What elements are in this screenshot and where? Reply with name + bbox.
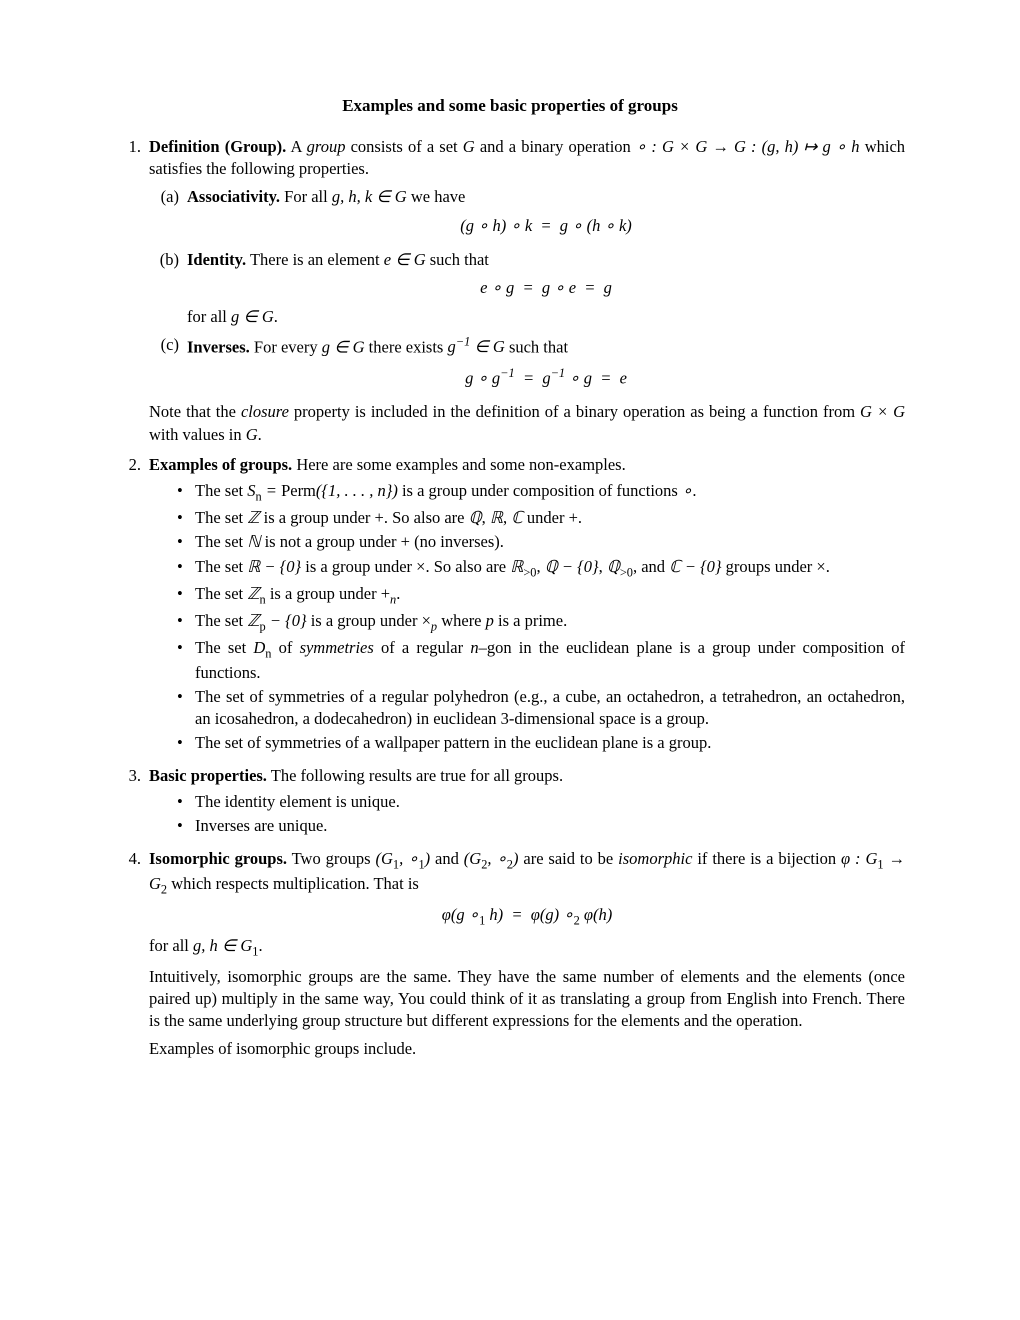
item-body: Definition (Group). A group consists of … (149, 136, 905, 446)
numbered-item: 1.Definition (Group). A group consists o… (115, 136, 905, 446)
item-lead: Definition (Group). A group consists of … (149, 136, 905, 181)
bullet-item: •The set ℤn is a group under +n. (149, 583, 905, 608)
paragraph: Examples of isomorphic groups include. (149, 1038, 905, 1060)
item-lead: Examples of groups. Here are some exampl… (149, 454, 905, 476)
numbered-item: 4.Isomorphic groups. Two groups (G1, ∘1)… (115, 848, 905, 1061)
sub-item-body: Associativity. For all g, h, k ∈ G we ha… (187, 186, 905, 243)
bullet-item: •The set ℕ is not a group under + (no in… (149, 531, 905, 553)
bullet-list: •The identity element is unique.•Inverse… (149, 791, 905, 838)
bullet-item: •The set of symmetries of a wallpaper pa… (149, 732, 905, 754)
bullet-mark: • (177, 791, 195, 813)
item-number: 3. (115, 765, 149, 840)
numbered-item: 3.Basic properties. The following result… (115, 765, 905, 840)
sub-item-number: (b) (149, 249, 187, 328)
sub-item-after: for all g ∈ G. (187, 306, 905, 328)
sub-item: (a)Associativity. For all g, h, k ∈ G we… (149, 186, 905, 243)
bullet-mark: • (177, 583, 195, 608)
bullet-body: The set ℝ − {0} is a group under ×. So a… (195, 556, 905, 581)
item-number: 2. (115, 454, 149, 757)
bullet-item: •The set ℤ is a group under +. So also a… (149, 507, 905, 529)
bullet-body: The set ℕ is not a group under + (no inv… (195, 531, 905, 553)
bullet-body: The set of symmetries of a wallpaper pat… (195, 732, 905, 754)
bullet-item: •The identity element is unique. (149, 791, 905, 813)
bullet-item: •The set of symmetries of a regular poly… (149, 686, 905, 731)
bullet-mark: • (177, 610, 195, 635)
content: 1.Definition (Group). A group consists o… (115, 136, 905, 1061)
bullet-mark: • (177, 732, 195, 754)
bullet-mark: • (177, 815, 195, 837)
item-number: 4. (115, 848, 149, 1061)
bullet-mark: • (177, 531, 195, 553)
bullet-body: The set Dn of symmetries of a regular n–… (195, 637, 905, 684)
trailing-paragraph: Note that the closure property is includ… (149, 401, 905, 446)
item-lead: Basic properties. The following results … (149, 765, 905, 787)
item-number: 1. (115, 136, 149, 446)
sub-item: (c)Inverses. For every g ∈ G there exist… (149, 334, 905, 396)
bullet-mark: • (177, 480, 195, 505)
sub-item-number: (a) (149, 186, 187, 243)
bullet-mark: • (177, 686, 195, 731)
page-title: Examples and some basic properties of gr… (115, 95, 905, 118)
sub-item-number: (c) (149, 334, 187, 396)
after-display: for all g, h ∈ G1. (149, 935, 905, 960)
sub-item-body: Inverses. For every g ∈ G there exists g… (187, 334, 905, 396)
item-lead: Isomorphic groups. Two groups (G1, ∘1) a… (149, 848, 905, 898)
bullet-item: •The set Sn = Perm({1, . . . , n}) is a … (149, 480, 905, 505)
paragraph: Intuitively, isomorphic groups are the s… (149, 966, 905, 1033)
bullet-list: •The set Sn = Perm({1, . . . , n}) is a … (149, 480, 905, 755)
math-display: e ∘ g = g ∘ e = g (187, 277, 905, 299)
bullet-body: The set of symmetries of a regular polyh… (195, 686, 905, 731)
bullet-body: The set ℤn is a group under +n. (195, 583, 905, 608)
bullet-item: •The set ℤp − {0} is a group under ×p wh… (149, 610, 905, 635)
bullet-body: The set ℤ is a group under +. So also ar… (195, 507, 905, 529)
bullet-body: The set ℤp − {0} is a group under ×p whe… (195, 610, 905, 635)
sub-item: (b)Identity. There is an element e ∈ G s… (149, 249, 905, 328)
math-display: g ∘ g−1 = g−1 ∘ g = e (187, 365, 905, 390)
item-body: Basic properties. The following results … (149, 765, 905, 840)
numbered-item: 2.Examples of groups. Here are some exam… (115, 454, 905, 757)
bullet-item: •The set Dn of symmetries of a regular n… (149, 637, 905, 684)
bullet-item: •Inverses are unique. (149, 815, 905, 837)
bullet-body: Inverses are unique. (195, 815, 905, 837)
math-display: (g ∘ h) ∘ k = g ∘ (h ∘ k) (187, 215, 905, 237)
bullet-item: •The set ℝ − {0} is a group under ×. So … (149, 556, 905, 581)
bullet-mark: • (177, 556, 195, 581)
item-body: Examples of groups. Here are some exampl… (149, 454, 905, 757)
bullet-mark: • (177, 637, 195, 684)
bullet-body: The identity element is unique. (195, 791, 905, 813)
math-display: φ(g ∘1 h) = φ(g) ∘2 φ(h) (149, 904, 905, 929)
bullet-body: The set Sn = Perm({1, . . . , n}) is a g… (195, 480, 905, 505)
sub-item-body: Identity. There is an element e ∈ G such… (187, 249, 905, 328)
bullet-mark: • (177, 507, 195, 529)
item-body: Isomorphic groups. Two groups (G1, ∘1) a… (149, 848, 905, 1061)
